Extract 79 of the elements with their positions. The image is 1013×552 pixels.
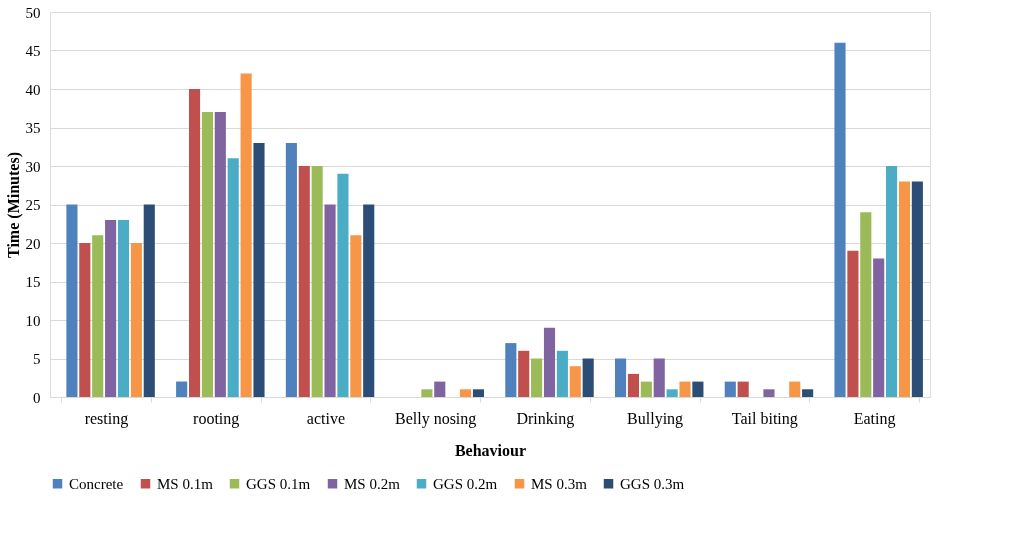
bar bbox=[582, 358, 594, 397]
bar bbox=[834, 42, 846, 397]
bar bbox=[847, 250, 859, 397]
bar bbox=[92, 235, 104, 397]
bar bbox=[653, 358, 665, 397]
x-tick-label: Eating bbox=[853, 409, 896, 428]
bar bbox=[873, 258, 885, 397]
bar bbox=[176, 381, 188, 397]
y-tick-label: 30 bbox=[25, 158, 41, 175]
legend-label: MS 0.1m bbox=[157, 475, 214, 492]
x-tick-label: Tail biting bbox=[731, 409, 798, 428]
bar bbox=[505, 343, 517, 397]
bar bbox=[298, 166, 310, 397]
y-tick-label: 15 bbox=[25, 274, 41, 290]
legend-label: GGS 0.2m bbox=[433, 475, 498, 492]
bar bbox=[543, 327, 556, 397]
bar bbox=[898, 181, 911, 397]
bar bbox=[556, 350, 568, 397]
y-tick-label: 5 bbox=[33, 351, 41, 367]
bar bbox=[886, 166, 898, 397]
y-tick-label: 50 bbox=[25, 4, 41, 21]
bar bbox=[285, 142, 297, 397]
x-tick-label: rooting bbox=[193, 409, 240, 428]
x-axis-title: Behaviour bbox=[454, 441, 527, 459]
bar bbox=[143, 204, 155, 397]
bar bbox=[337, 173, 349, 397]
bar bbox=[569, 366, 581, 397]
bar bbox=[227, 158, 239, 397]
x-tick-label: Drinking bbox=[516, 409, 575, 428]
legend-label: MS 0.2m bbox=[344, 475, 401, 492]
x-tick-label: Bullying bbox=[627, 409, 684, 428]
y-tick-label: 45 bbox=[25, 43, 41, 59]
bar bbox=[201, 112, 213, 397]
bar bbox=[434, 381, 446, 397]
bar bbox=[214, 112, 226, 397]
bar bbox=[324, 204, 336, 397]
x-tick-label: resting bbox=[84, 409, 129, 428]
legend-label: GGS 0.3m bbox=[620, 475, 685, 492]
x-tick-label: Belly nosing bbox=[394, 409, 477, 428]
bar bbox=[105, 219, 117, 397]
bar bbox=[763, 389, 775, 397]
bar bbox=[802, 389, 814, 397]
bar bbox=[679, 381, 691, 397]
bar bbox=[518, 350, 530, 397]
bar bbox=[79, 243, 91, 397]
bar bbox=[363, 204, 375, 397]
bar bbox=[66, 204, 78, 397]
y-tick-label: 20 bbox=[25, 235, 41, 252]
bar bbox=[253, 142, 265, 397]
legend-label: GGS 0.1m bbox=[246, 475, 311, 492]
y-tick-label: 35 bbox=[25, 120, 41, 136]
bar bbox=[117, 219, 130, 397]
bar bbox=[692, 381, 704, 397]
bar bbox=[460, 389, 472, 397]
y-axis-title: Time (Minutes) bbox=[4, 152, 23, 258]
legend-label: MS 0.3m bbox=[531, 475, 588, 492]
x-tick-label: active bbox=[306, 409, 346, 427]
bar bbox=[640, 381, 652, 397]
bar bbox=[130, 243, 142, 397]
bar bbox=[627, 373, 640, 397]
bar bbox=[311, 166, 323, 397]
y-tick-label: 40 bbox=[25, 81, 41, 98]
bar bbox=[350, 235, 362, 397]
bar bbox=[240, 73, 252, 397]
bar bbox=[737, 381, 749, 397]
bar bbox=[531, 358, 543, 397]
bar bbox=[789, 381, 801, 397]
bar bbox=[472, 389, 485, 397]
bar bbox=[724, 381, 736, 397]
legend-label: Concrete bbox=[69, 475, 124, 492]
bar bbox=[421, 389, 433, 397]
bar bbox=[615, 358, 627, 397]
y-tick-label: 25 bbox=[25, 197, 41, 213]
bar bbox=[188, 89, 201, 397]
bar bbox=[911, 181, 923, 397]
bar bbox=[666, 389, 678, 397]
y-tick-label: 10 bbox=[25, 312, 41, 329]
bar bbox=[860, 212, 872, 397]
y-tick-label: 0 bbox=[33, 389, 41, 406]
